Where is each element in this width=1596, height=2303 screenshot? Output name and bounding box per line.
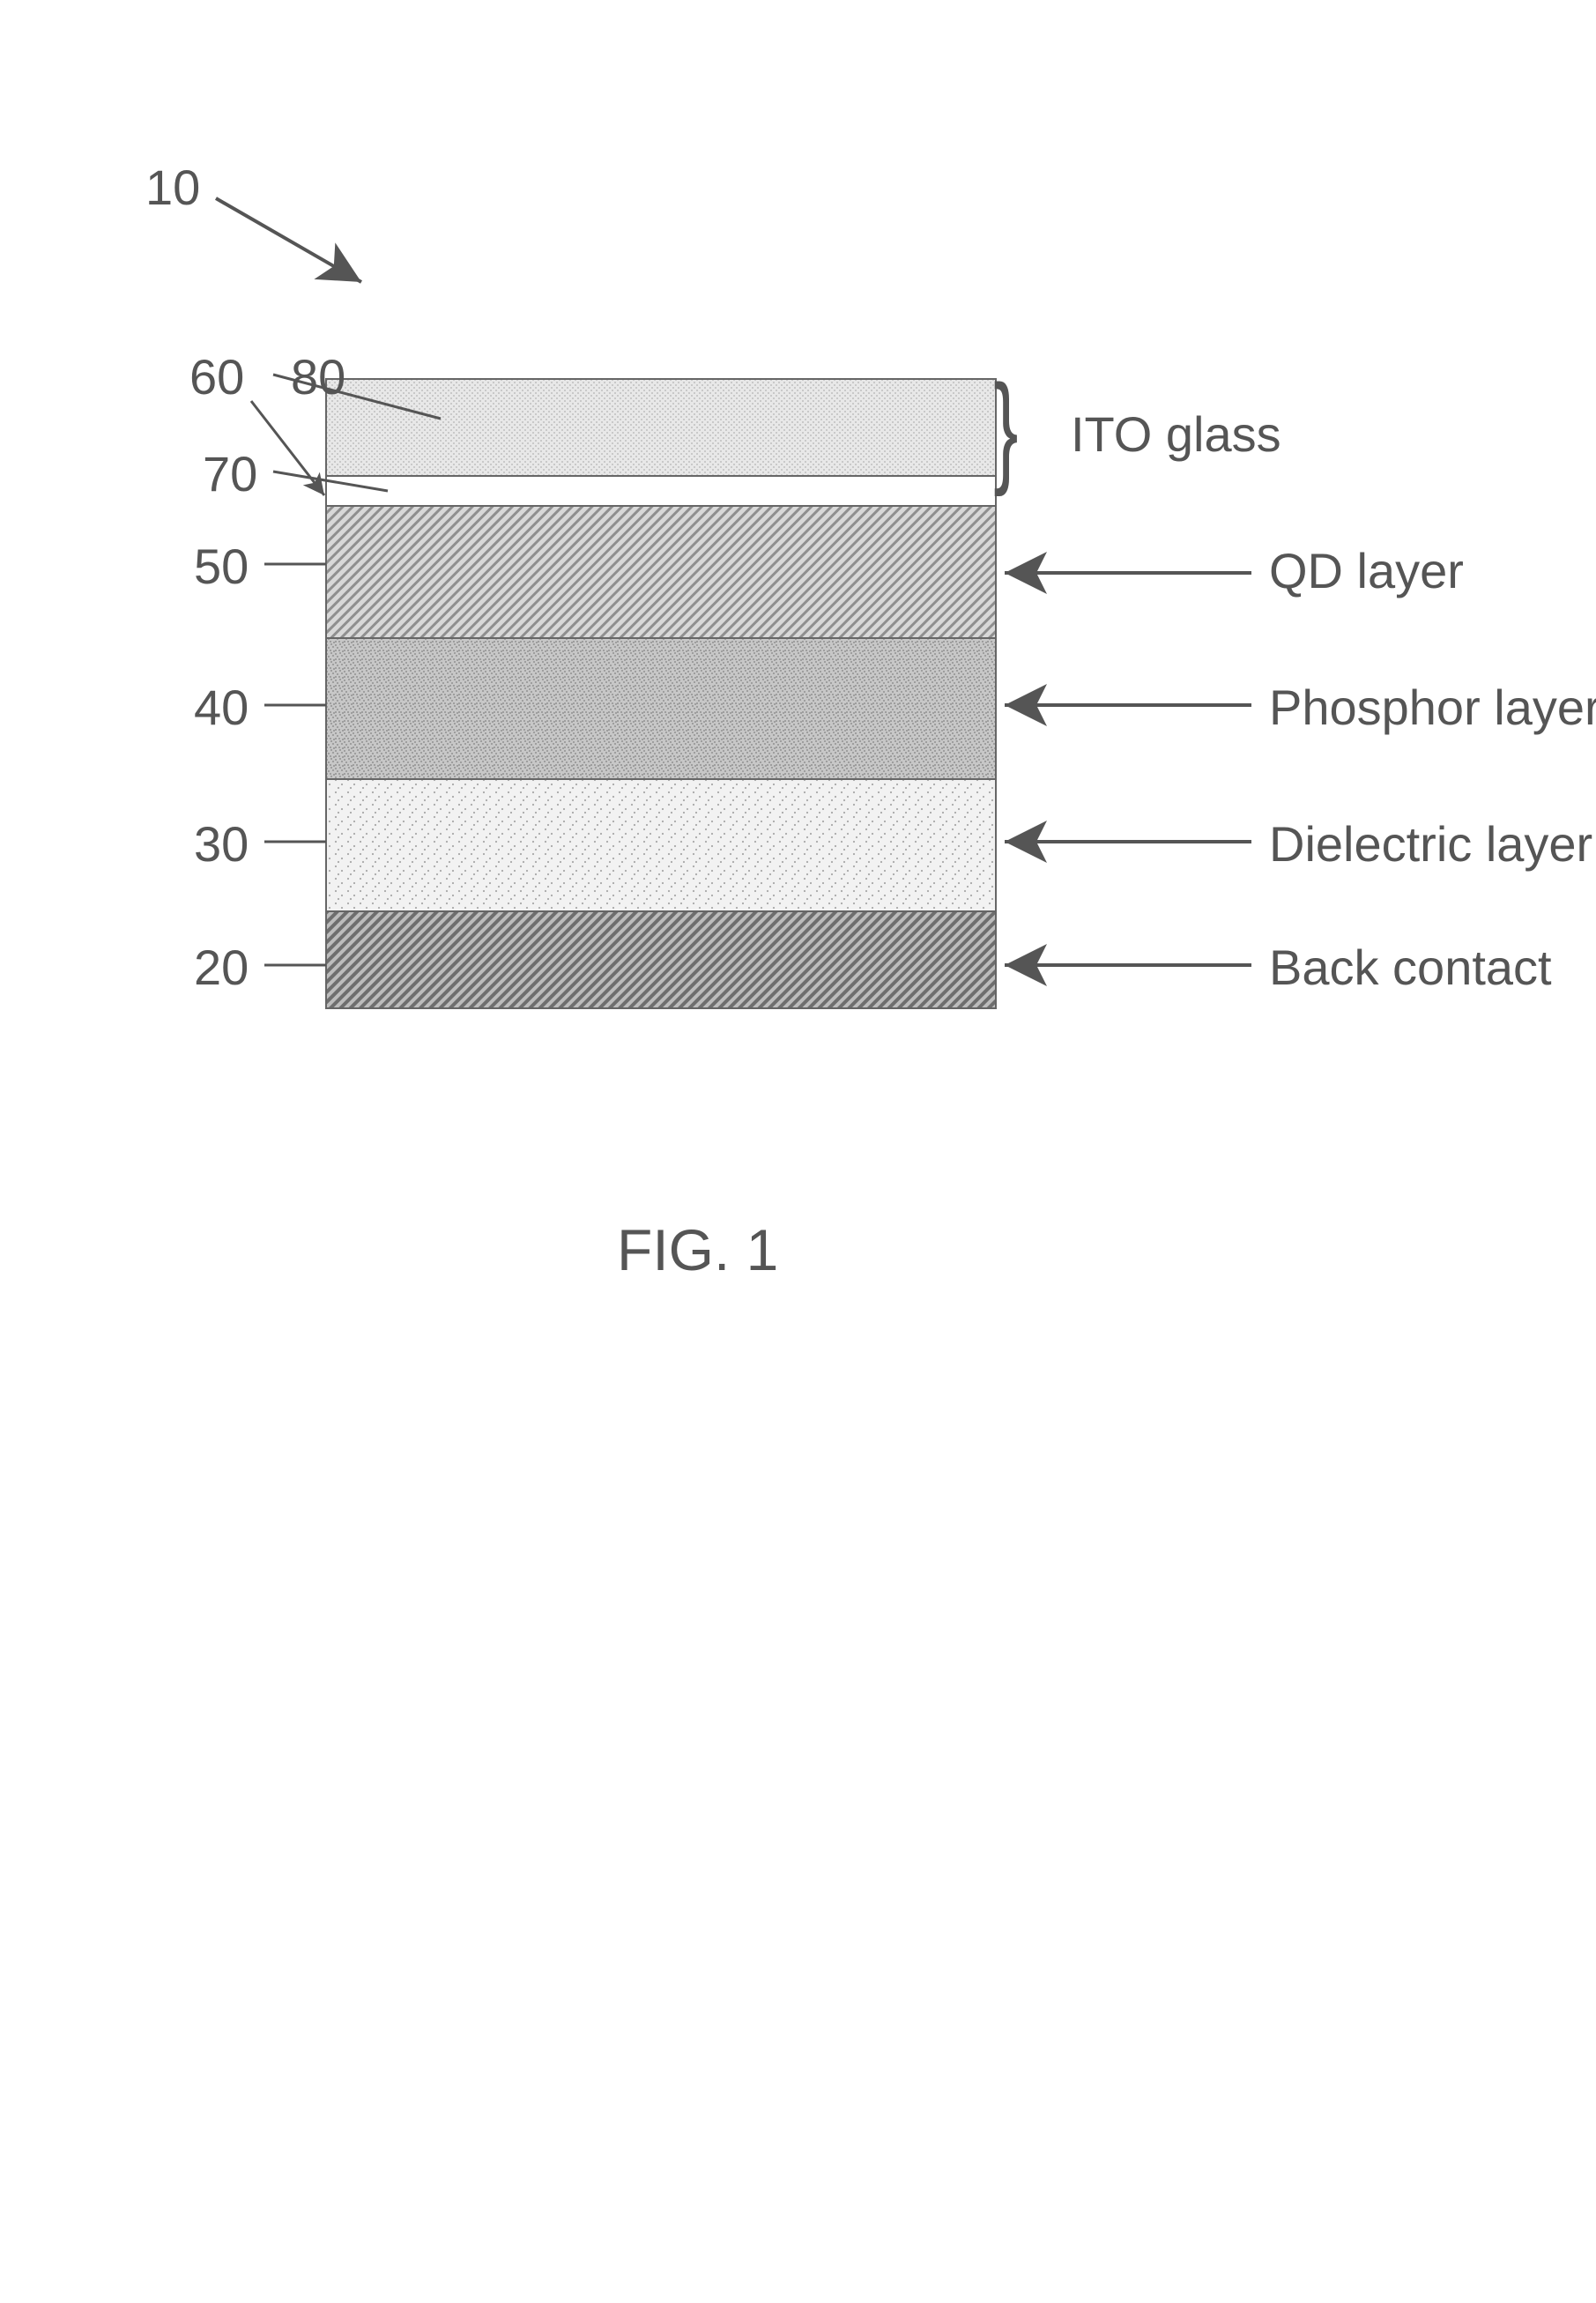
layer-stack <box>326 379 996 1008</box>
layer-40-rect <box>326 638 996 779</box>
layer-20-rect <box>326 911 996 1008</box>
ref-50: 50 <box>194 538 249 595</box>
diagram-svg <box>0 0 1596 2303</box>
dielectric-layer-label: Dielectric layer <box>1269 815 1592 873</box>
phosphor-layer-label: Phosphor layer <box>1269 679 1596 736</box>
ref-20: 20 <box>194 939 249 996</box>
lead-60 <box>251 401 324 495</box>
layer-50-rect <box>326 506 996 638</box>
ito-brace: } <box>993 367 1018 490</box>
ref-40: 40 <box>194 679 249 736</box>
figure-label: FIG. 1 <box>617 1216 778 1283</box>
ref-80: 80 <box>291 348 345 405</box>
ref-70: 70 <box>203 445 257 502</box>
ito-glass-label: ITO glass <box>1071 405 1281 463</box>
layer-70-rect <box>326 476 996 506</box>
back-contact-label: Back contact <box>1269 939 1552 996</box>
ref-30: 30 <box>194 815 249 873</box>
page: 10 <box>0 0 1596 2303</box>
ref-60: 60 <box>189 348 244 405</box>
qd-layer-label: QD layer <box>1269 542 1464 599</box>
layer-80-rect <box>326 379 996 476</box>
layer-30-rect <box>326 779 996 911</box>
device-ref-arrow <box>216 198 361 282</box>
